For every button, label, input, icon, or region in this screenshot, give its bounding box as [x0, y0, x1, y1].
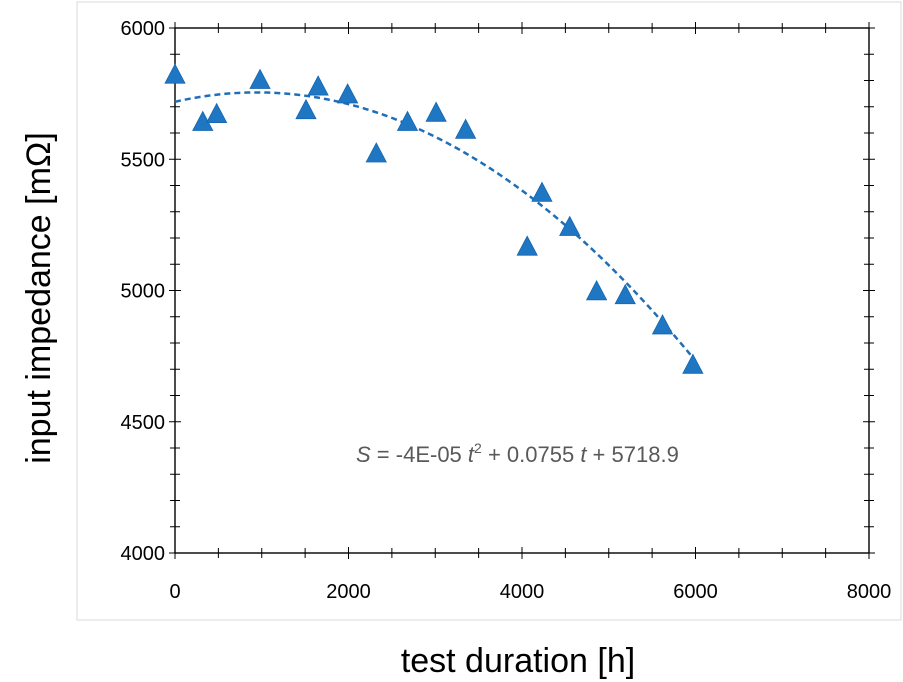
x-tick-label: 2000 [326, 581, 371, 603]
y-tick-label: 5500 [121, 149, 166, 171]
y-ticks [169, 27, 875, 554]
triangle-marker [205, 102, 228, 124]
y-tick-label: 4500 [121, 412, 166, 434]
y-tick-label: 4000 [121, 543, 166, 565]
triangle-marker [365, 142, 387, 163]
y-tick-label: 6000 [121, 18, 166, 40]
triangle-marker [307, 75, 329, 96]
triangle-marker [614, 283, 636, 305]
triangle-marker [249, 68, 271, 89]
triangle-marker [425, 101, 447, 122]
trendline [174, 91, 697, 362]
triangle-marker [585, 279, 608, 301]
triangle-marker [164, 63, 186, 84]
triangle-marker [516, 235, 538, 256]
triangle-marker [396, 110, 419, 131]
y-axis-title: input impedance [mΩ] [20, 132, 58, 464]
y-tick-label: 5000 [121, 281, 166, 303]
x-tick-label: 6000 [673, 581, 718, 603]
x-ticks [174, 22, 870, 559]
x-tick-label: 0 [169, 581, 180, 603]
triangle-marker [651, 314, 674, 335]
x-tick-labels: 0 2000 4000 6000 8000 [169, 581, 891, 603]
triangle-marker [336, 83, 359, 104]
triangle-marker [295, 98, 317, 120]
x-tick-label: 8000 [847, 581, 892, 603]
x-axis-title: test duration [h] [401, 642, 635, 680]
y-tick-labels: 4000 4500 5000 5500 6000 [121, 18, 166, 565]
triangle-marker [559, 215, 581, 236]
triangle-marker [531, 181, 553, 202]
x-tick-label: 4000 [500, 581, 545, 603]
chart-area-border [76, 1, 902, 621]
trendline-equation: S = -4E-05 t2 + 0.0755 t + 5718.9 [356, 440, 679, 467]
triangle-marker [454, 118, 477, 139]
data-markers [164, 63, 704, 374]
triangle-marker [682, 353, 704, 374]
